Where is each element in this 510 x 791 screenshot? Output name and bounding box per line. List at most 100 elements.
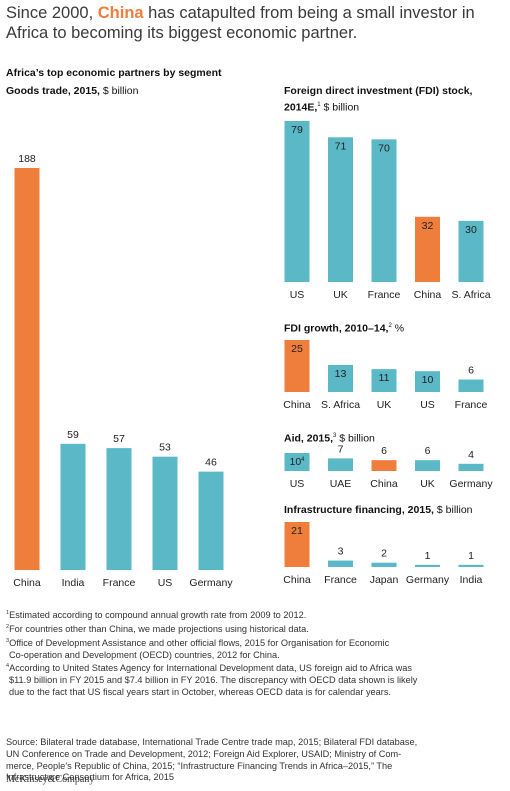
chart-group: 21 China 3 France 2 Japan 1 Germany 1 India <box>283 522 484 586</box>
footnote-text: due to the fact that US fiscal years sta… <box>9 687 391 698</box>
source-line: merce, People’s Republic of China, 2015;… <box>6 760 393 771</box>
bar <box>371 139 397 282</box>
chart-title-unit: $ billion <box>320 101 360 114</box>
chart-title-bold: Infrastructure financing, 2015, <box>284 504 434 516</box>
bar <box>458 220 484 282</box>
bar <box>60 443 86 570</box>
bar <box>328 137 353 282</box>
footnote-text: Co-operation and Development (OECD) coun… <box>9 649 280 660</box>
title-highlight: China <box>97 4 144 22</box>
bar <box>106 448 132 570</box>
footnote-marker: 3 <box>6 637 10 644</box>
footnote-text: Office of Development Assistance and oth… <box>9 637 390 648</box>
category-label: UK <box>420 478 435 490</box>
data-label: 70 <box>378 142 390 154</box>
category-label: France <box>368 289 401 301</box>
data-label: 57 <box>113 433 125 445</box>
footnote: 1Estimated according to compound annual … <box>6 608 506 622</box>
category-label: India <box>460 574 483 586</box>
category-label: France <box>103 577 136 589</box>
title-part-1: Since 2000, <box>6 4 98 22</box>
category-label: Germany <box>449 478 493 490</box>
chart-title-unit: $ billion <box>336 432 375 445</box>
category-label: S. Africa <box>451 289 490 301</box>
footnote-ref: 4 <box>301 457 305 463</box>
footnote-ref: 3 <box>333 433 337 439</box>
bar <box>415 371 440 392</box>
mckinsey-logo: McKinsey&Company <box>6 774 95 785</box>
bar <box>152 456 178 570</box>
category-label: US <box>290 289 305 301</box>
bar <box>328 560 353 567</box>
chart-title-bold: Goods trade, 2015, <box>6 85 100 97</box>
bar <box>458 463 484 471</box>
title-part-2: has catapulted from being a small invest… <box>6 4 475 42</box>
bar <box>284 522 310 567</box>
category-label: UK <box>333 289 348 301</box>
chart-group: 188 China 59 India 57 France 53 US 46 Germany <box>13 153 233 589</box>
source-line: Source: Bilateral trade database, Intern… <box>6 737 418 747</box>
data-label: 11 <box>379 372 390 384</box>
footnote-continued: due to the fact that US fiscal years sta… <box>6 687 506 699</box>
footnotes: 1Estimated according to compound annual … <box>6 608 506 699</box>
category-label: Japan <box>370 574 399 586</box>
footnote-marker: 2 <box>6 623 10 630</box>
chart-title-unit: % <box>391 322 405 335</box>
chart-title-unit: $ billion <box>99 85 139 97</box>
data-label: 1 <box>468 550 474 562</box>
page-title: Since 2000, China has catapulted from be… <box>6 3 506 43</box>
data-label: 21 <box>291 525 303 537</box>
bar <box>415 460 440 471</box>
footnote-text: $11.9 billion in FY 2015 and $7.4 billio… <box>9 675 418 686</box>
footnote-continued: Co-operation and Development (OECD) coun… <box>6 650 506 662</box>
bar <box>284 340 310 392</box>
source-note: Source: Bilateral trade database, Intern… <box>6 737 506 784</box>
category-label: China <box>414 289 442 301</box>
footnote-marker: 1 <box>6 610 10 616</box>
bar <box>14 168 40 570</box>
category-label: China <box>283 574 311 586</box>
chart-title-infrastructure: Infrastructure financing, 2015, $ billio… <box>284 503 473 517</box>
data-label: 1 <box>425 550 431 562</box>
chart-title-bold: Foreign direct investment (FDI) stock, 2… <box>284 85 473 114</box>
category-label: US <box>290 478 305 490</box>
data-label: 6 <box>425 445 431 457</box>
data-label: 46 <box>205 457 217 469</box>
data-label: 4 <box>468 449 474 461</box>
source-line: Infrastructure Consortium for Africa, 20… <box>6 772 174 783</box>
data-label: 25 <box>291 343 303 355</box>
data-label: 59 <box>67 429 79 441</box>
chart-group: 25 China 13 S. Africa 11 UK 10 US 6 France <box>283 340 487 411</box>
data-label: 6 <box>381 445 387 457</box>
chart-title-goods-trade: Goods trade, 2015, $ billion <box>6 84 138 98</box>
category-label: UAE <box>330 478 352 490</box>
data-label: 2 <box>381 548 387 560</box>
category-label: S. Africa <box>321 399 360 411</box>
category-label: China <box>370 478 398 490</box>
footnote: 2For countries other than China, we made… <box>6 622 506 636</box>
bar <box>415 564 440 567</box>
chart-title-unit: $ billion <box>433 504 473 516</box>
footnote: 4According to United States Agency for I… <box>6 661 506 675</box>
data-label: 3 <box>338 546 344 558</box>
chart-title-fdi-stock: Foreign direct investment (FDI) stock, 2… <box>284 84 494 115</box>
data-label: 32 <box>422 220 434 232</box>
data-label: 53 <box>159 442 171 454</box>
data-label: 7 <box>338 443 344 455</box>
section-subhead: Africa’s top economic partners by segmen… <box>6 67 222 79</box>
data-label: 10 <box>422 374 434 386</box>
footnote-continued: $11.9 billion in FY 2015 and $7.4 billio… <box>6 675 506 687</box>
data-label: 188 <box>18 153 36 165</box>
category-label: Germany <box>406 574 450 586</box>
bar <box>458 564 484 567</box>
category-label: US <box>420 399 435 411</box>
footnote: 3Office of Development Assistance and ot… <box>6 636 506 650</box>
chart-title-bold: FDI growth, 2010–14, <box>284 322 389 335</box>
bar <box>371 562 397 567</box>
footnote-text: According to United States Agency for In… <box>9 663 413 674</box>
category-label: Germany <box>189 577 233 589</box>
bar <box>415 216 440 282</box>
source-line: UN Conference on Trade and Development, … <box>6 748 402 759</box>
category-label: US <box>158 577 173 589</box>
